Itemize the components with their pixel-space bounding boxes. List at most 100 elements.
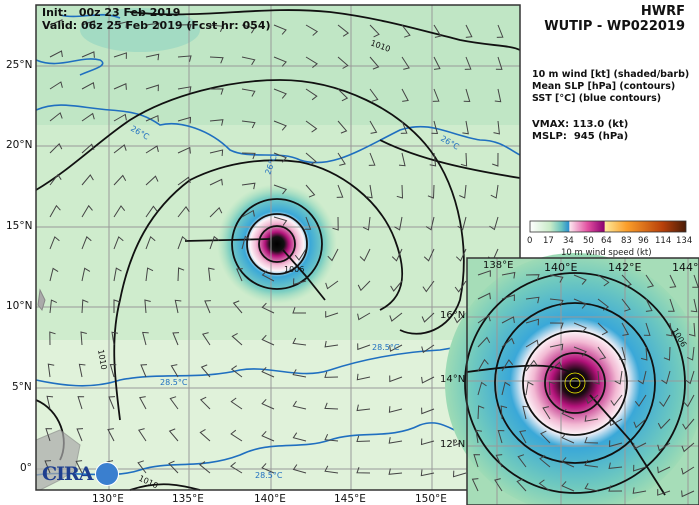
wind-barb [332,216,339,231]
wind-barb [394,216,403,231]
wind-barb [573,322,587,333]
wind-barb [81,82,95,90]
wind-barb [273,184,288,195]
wind-barb [325,280,339,290]
wind-barb [585,394,599,405]
wind-barb [111,331,118,346]
wind-barb [368,152,376,166]
wind-barb [140,364,148,378]
wind-barb [597,274,610,287]
wind-barb [427,184,435,199]
wind-barb [230,365,243,378]
wind-barb [477,292,491,300]
inset-lon-label: 142°E [608,261,642,274]
colorbar-tick: 83 [621,236,632,246]
wind-barb [305,24,319,36]
wind-barb [209,56,224,64]
wind-barb [81,51,95,58]
wind-barb [433,24,442,38]
wind-barb [113,52,127,59]
wind-barb [494,88,502,103]
wind-barb [294,248,307,261]
wind-barb [609,418,623,427]
wind-barb [431,120,439,135]
legend-sst: SST [°C] (blue contours) [532,93,662,104]
cira-logo: CIRA [42,462,119,486]
wind-barb [273,24,287,35]
wind-barb [432,88,440,102]
wind-barb [273,120,287,131]
lat-label: 20°N [6,139,33,151]
wind-barb [49,299,58,314]
wind-barb [597,322,609,336]
legend-slp: Mean SLP [hPa] (contours) [532,81,676,92]
colorbar-tick: 114 [655,236,672,246]
storm-core-shading [217,184,337,304]
wind-barb [597,298,610,311]
wind-barb [177,146,191,154]
wind-barb [477,358,489,372]
wind-barb [145,267,154,282]
wind-barb [669,274,677,288]
wind-barb [457,216,467,231]
wind-barb [292,400,307,410]
wind-barb [137,460,147,474]
wind-barb [174,299,182,314]
wind-barb [477,336,491,348]
wind-barb [49,81,63,90]
wind-barb [633,442,647,450]
wind-barb [208,267,215,282]
wind-barb [76,428,84,442]
wind-barb [501,316,515,324]
wind-barb [177,235,188,250]
wind-barb [525,359,538,372]
wind-barb [324,402,339,410]
wind-barb [593,370,600,385]
wind-barb [81,236,92,250]
wind-barb [209,88,224,95]
wind-barb [81,174,94,186]
wind-barb [666,322,673,337]
wind-barb [420,438,435,446]
wind-barb [202,332,211,346]
wind-barb [305,88,318,101]
wind-barb [495,56,503,70]
wind-barb [584,415,599,422]
wind-barb [49,173,62,186]
wind-barb [632,487,647,494]
inset-lon-label: 140°E [544,261,578,274]
wind-barb [177,55,192,62]
wind-barb [145,145,159,154]
wind-barb [325,311,339,318]
wind-barb [401,56,410,70]
wind-barb [657,489,671,496]
wind-barb [420,469,435,477]
wind-barb [637,370,647,385]
wind-barb [113,236,124,250]
wind-barb [659,394,671,408]
wind-barb [261,302,275,314]
model-title: HWRF [640,4,685,19]
wind-barb [388,406,403,413]
wind-barb [305,184,316,198]
wind-barb [356,435,371,443]
wind-barb [357,280,371,292]
wind-barb [460,152,468,167]
inset-lat-label: 14°N [440,374,466,385]
wind-barb [75,460,83,474]
wind-barb [230,397,243,410]
map-frame [35,4,521,491]
wind-barb [634,394,647,407]
wind-barb [496,24,504,38]
wind-barb [549,322,564,329]
wind-barb [421,312,435,323]
wind-barb [597,346,607,360]
graticule [36,5,520,490]
wind-barb [261,366,275,378]
wind-barb [423,248,435,262]
wind-barb [549,298,564,307]
wind-barb [525,339,539,348]
wind-barb [519,430,527,444]
wind-barb [369,88,379,102]
wind-barb [305,120,318,133]
